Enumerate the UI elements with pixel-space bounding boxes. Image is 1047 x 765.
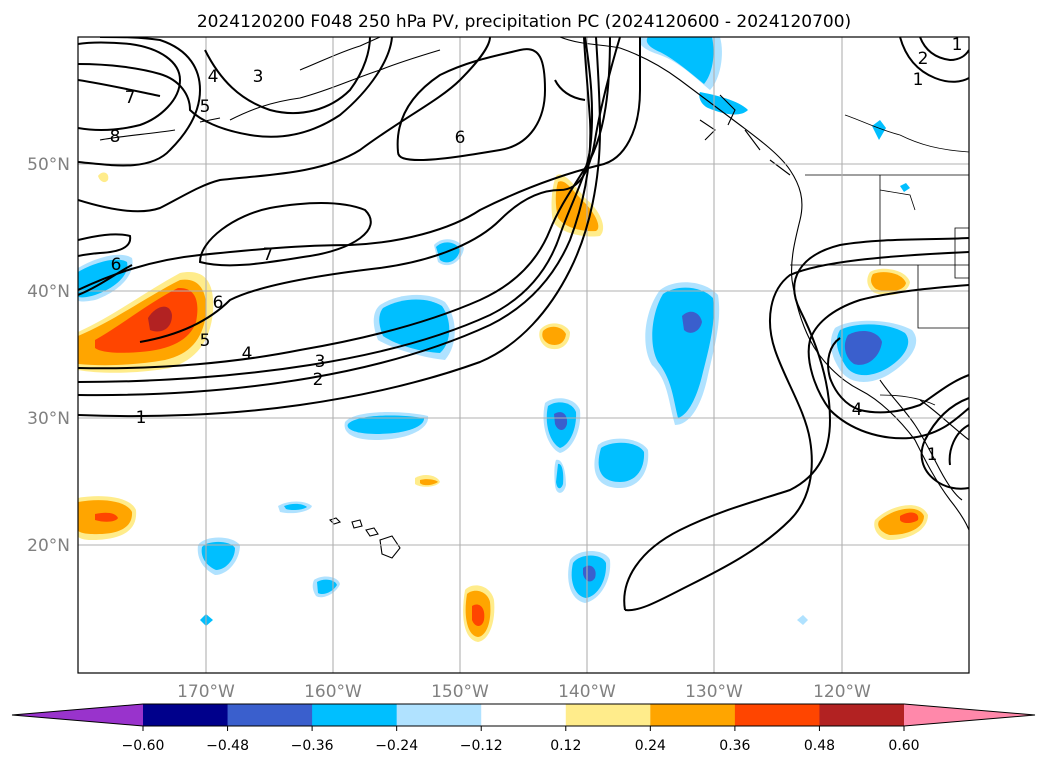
contour-label: 1 xyxy=(913,70,924,90)
graticule xyxy=(78,37,969,673)
contour-label: 1 xyxy=(927,445,938,465)
contour-label: 3 xyxy=(315,352,326,372)
contour-label: 7 xyxy=(263,245,274,265)
contour-label: 4 xyxy=(852,400,863,420)
colorbar-tick-label: 0.12 xyxy=(550,738,581,754)
contour-label: 6 xyxy=(111,255,122,275)
colorbar-tick-label: 0.48 xyxy=(804,738,835,754)
colorbar-segment xyxy=(481,704,567,726)
longitude-labels: 170°W 160°W 150°W 140°W 130°W 120°W xyxy=(177,682,871,702)
pv-contour-labels: 7 4 3 8 6 5 7 6 6 5 4 3 2 1 2 1 1 4 1 xyxy=(110,35,963,465)
lat-label: 20°N xyxy=(27,536,70,556)
colorbar-segment xyxy=(227,704,313,726)
colorbar-tick-label: 0.36 xyxy=(719,738,750,754)
colorbar-segment xyxy=(396,704,482,726)
colorbar-segment xyxy=(734,704,820,726)
colorbar-tick-label: −0.24 xyxy=(375,738,418,754)
lon-label: 170°W xyxy=(177,682,235,702)
colorbar-segment xyxy=(819,704,905,726)
contour-label: 6 xyxy=(213,293,224,313)
colorbar-tick-label: −0.12 xyxy=(460,738,503,754)
colorbar: −0.60 −0.48 −0.36 −0.24 −0.12 0.12 0.24 0.36 0.4… xyxy=(11,703,1036,754)
colorbar-segment xyxy=(312,704,398,726)
map-frame xyxy=(77,36,970,674)
colorbar-extend-min xyxy=(12,704,143,726)
map-area: 7 4 3 8 6 5 7 6 6 5 4 3 2 1 2 1 1 4 1 xyxy=(78,35,969,673)
contour-label: 2 xyxy=(918,49,929,69)
colorbar-segment xyxy=(565,704,651,726)
lat-label: 30°N xyxy=(27,409,70,429)
contour-label: 5 xyxy=(200,97,211,117)
pv-contours xyxy=(78,37,969,612)
lon-label: 140°W xyxy=(558,682,616,702)
contour-label: 8 xyxy=(110,127,121,147)
contour-label: 6 xyxy=(455,128,466,148)
colorbar-tick-label: 0.60 xyxy=(888,738,919,754)
lon-label: 160°W xyxy=(304,682,362,702)
colorbar-tick-label: −0.48 xyxy=(206,738,249,754)
latitude-labels: 50°N 40°N 30°N 20°N xyxy=(27,155,70,556)
contour-label: 5 xyxy=(200,331,211,351)
contour-label: 1 xyxy=(136,408,147,428)
contour-label: 7 xyxy=(125,88,136,108)
lon-label: 150°W xyxy=(431,682,489,702)
contour-label: 1 xyxy=(952,35,963,55)
contour-label: 4 xyxy=(242,344,253,364)
map-title: 2024120200 F048 250 hPa PV, precipitatio… xyxy=(197,12,851,32)
colorbar-segment xyxy=(143,704,229,726)
lon-label: 120°W xyxy=(813,682,871,702)
contour-label: 2 xyxy=(313,370,324,390)
colorbar-tick-label: 0.24 xyxy=(635,738,666,754)
contour-label: 3 xyxy=(253,67,264,87)
coastlines xyxy=(99,37,969,559)
precipitation-shading xyxy=(78,37,928,642)
colorbar-segment xyxy=(650,704,736,726)
contour-label: 4 xyxy=(208,67,219,87)
colorbar-extend-max xyxy=(904,704,1035,726)
lon-label: 130°W xyxy=(685,682,743,702)
colorbar-tick-label: −0.60 xyxy=(122,738,165,754)
borders xyxy=(790,114,969,406)
lat-label: 40°N xyxy=(27,282,70,302)
lat-label: 50°N xyxy=(27,155,70,175)
colorbar-tick-label: −0.36 xyxy=(291,738,334,754)
